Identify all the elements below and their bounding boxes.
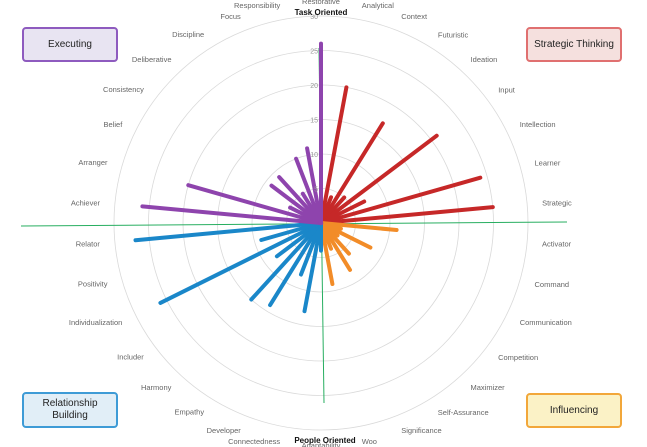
label-ideation: Ideation <box>471 55 498 64</box>
label-belief: Belief <box>104 120 124 129</box>
strength-labels: Analytical Context Futuristic Ideation Input… <box>69 0 572 447</box>
tick-10: 10 <box>310 152 318 159</box>
label-positivity: Positivity <box>78 280 108 289</box>
task-oriented-label: Task Oriented <box>295 8 348 17</box>
bar-strategic <box>319 205 495 225</box>
label-deliberative: Deliberative <box>132 55 172 64</box>
strategic-thinking-box: Strategic Thinking <box>526 27 622 62</box>
bar-arranger <box>186 183 323 225</box>
tick-30: 30 <box>310 14 318 21</box>
label-harmony: Harmony <box>141 383 172 392</box>
label-significance: Significance <box>401 426 441 435</box>
label-self-assurance: Self-Assurance <box>438 408 489 417</box>
label-consistency: Consistency <box>103 85 144 94</box>
label-intellection: Intellection <box>520 120 556 129</box>
label-empathy: Empathy <box>174 408 204 417</box>
people-oriented-label: People Oriented <box>294 436 355 445</box>
label-learner: Learner <box>535 158 561 167</box>
label-futuristic: Futuristic <box>438 30 469 39</box>
bar-empathy <box>268 221 323 308</box>
label-relator: Relator <box>76 239 101 248</box>
tick-5: 5 <box>314 187 318 194</box>
bar-harmony <box>249 221 323 302</box>
label-communication: Communication <box>520 318 572 327</box>
label-individualization: Individualization <box>69 318 122 327</box>
label-responsibility: Responsibility <box>234 1 281 10</box>
label-connectedness: Connectedness <box>228 437 280 446</box>
label-focus: Focus <box>220 12 241 21</box>
label-includer: Includer <box>117 353 144 362</box>
label-woo: Woo <box>362 437 377 446</box>
label-competition: Competition <box>498 353 538 362</box>
label-adaptability: Adaptability <box>302 441 341 447</box>
bar-connectedness <box>302 221 323 314</box>
label-achiever: Achiever <box>71 199 101 208</box>
label-input: Input <box>498 85 516 94</box>
label-discipline: Discipline <box>172 30 204 39</box>
label-developer: Developer <box>207 426 242 435</box>
bar-responsibility <box>305 146 323 225</box>
influencing-box: Influencing <box>526 393 622 428</box>
radial-ticks: 5 10 15 20 25 30 <box>310 14 318 194</box>
tick-20: 20 <box>310 83 318 90</box>
bar-learner <box>319 175 483 225</box>
strength-bars <box>133 41 495 314</box>
bar-individualization <box>158 221 323 305</box>
label-restorative: Restorative <box>302 0 340 6</box>
bar-analytical <box>319 85 349 225</box>
bar-input <box>319 133 439 225</box>
grid-circle-30 <box>113 15 529 431</box>
label-analytical: Analytical <box>362 1 394 10</box>
bar-futuristic <box>319 121 385 225</box>
label-activator: Activator <box>542 240 572 249</box>
label-arranger: Arranger <box>78 158 108 167</box>
bar-achiever <box>140 204 323 225</box>
bar-focus <box>294 156 323 225</box>
executing-box: Executing <box>22 27 118 62</box>
label-strategic: Strategic <box>542 199 572 208</box>
relationship-building-box: Relationship Building <box>22 392 118 428</box>
bar-activator <box>319 221 399 232</box>
tick-15: 15 <box>310 118 318 125</box>
label-command: Command <box>535 280 570 289</box>
bar-relator <box>133 221 323 243</box>
label-context: Context <box>401 12 428 21</box>
tick-25: 25 <box>310 49 318 56</box>
label-maximizer: Maximizer <box>471 383 506 392</box>
